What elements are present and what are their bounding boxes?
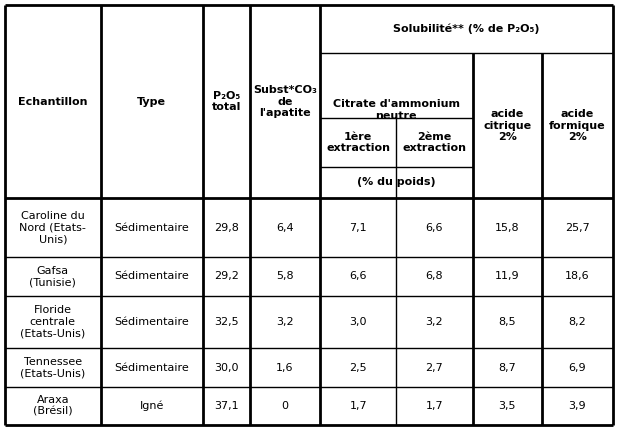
Text: 1,7: 1,7: [349, 401, 367, 411]
Text: 29,2: 29,2: [214, 271, 239, 281]
Text: 6,6: 6,6: [349, 271, 367, 281]
Text: acide
formique
2%: acide formique 2%: [549, 109, 606, 142]
Text: Gafsa
(Tunisie): Gafsa (Tunisie): [30, 266, 76, 287]
Text: Subst*CO₃
de
l'apatite: Subst*CO₃ de l'apatite: [253, 85, 317, 118]
Text: 3,5: 3,5: [499, 401, 516, 411]
Text: (% du poids): (% du poids): [357, 178, 436, 187]
Text: 8,7: 8,7: [498, 362, 516, 372]
Text: 5,8: 5,8: [276, 271, 294, 281]
Text: 3,2: 3,2: [276, 317, 294, 327]
Text: 1ère
extraction: 1ère extraction: [326, 132, 390, 154]
Text: 1,6: 1,6: [276, 362, 294, 372]
Text: Type: Type: [137, 97, 166, 107]
Text: 29,8: 29,8: [214, 223, 239, 233]
Text: Sédimentaire: Sédimentaire: [114, 362, 189, 372]
Text: 2ème
extraction: 2ème extraction: [402, 132, 467, 154]
Text: 15,8: 15,8: [495, 223, 520, 233]
Text: P₂O₅
total: P₂O₅ total: [212, 91, 241, 112]
Text: 32,5: 32,5: [214, 317, 239, 327]
Text: 0: 0: [282, 401, 289, 411]
Text: Floride
centrale
(Etats-Unis): Floride centrale (Etats-Unis): [20, 305, 85, 338]
Text: 30,0: 30,0: [214, 362, 239, 372]
Text: 37,1: 37,1: [214, 401, 239, 411]
Text: 6,6: 6,6: [426, 223, 443, 233]
Text: 6,4: 6,4: [276, 223, 294, 233]
Text: 3,2: 3,2: [426, 317, 443, 327]
Text: acide
citrique
2%: acide citrique 2%: [483, 109, 531, 142]
Text: 11,9: 11,9: [495, 271, 520, 281]
Text: 2,7: 2,7: [426, 362, 443, 372]
Text: Igné: Igné: [140, 401, 164, 411]
Text: 18,6: 18,6: [565, 271, 590, 281]
Text: 6,9: 6,9: [569, 362, 586, 372]
Text: 6,8: 6,8: [426, 271, 443, 281]
Text: 8,5: 8,5: [499, 317, 516, 327]
Text: Citrate d'ammonium
neutre: Citrate d'ammonium neutre: [333, 99, 460, 121]
Text: Sédimentaire: Sédimentaire: [114, 223, 189, 233]
Text: 3,0: 3,0: [349, 317, 367, 327]
Text: 8,2: 8,2: [569, 317, 586, 327]
Text: 25,7: 25,7: [565, 223, 590, 233]
Text: Solubilité** (% de P₂O₅): Solubilité** (% de P₂O₅): [393, 24, 540, 34]
Text: Tennessee
(Etats-Unis): Tennessee (Etats-Unis): [20, 357, 85, 378]
Text: Araxa
(Brésil): Araxa (Brésil): [33, 395, 73, 417]
Text: Echantillon: Echantillon: [18, 97, 88, 107]
Text: 7,1: 7,1: [349, 223, 367, 233]
Text: 1,7: 1,7: [426, 401, 443, 411]
Text: Sédimentaire: Sédimentaire: [114, 317, 189, 327]
Text: 3,9: 3,9: [569, 401, 586, 411]
Text: Sédimentaire: Sédimentaire: [114, 271, 189, 281]
Text: Caroline du
Nord (Etats-
Unis): Caroline du Nord (Etats- Unis): [19, 211, 87, 244]
Text: 2,5: 2,5: [349, 362, 367, 372]
